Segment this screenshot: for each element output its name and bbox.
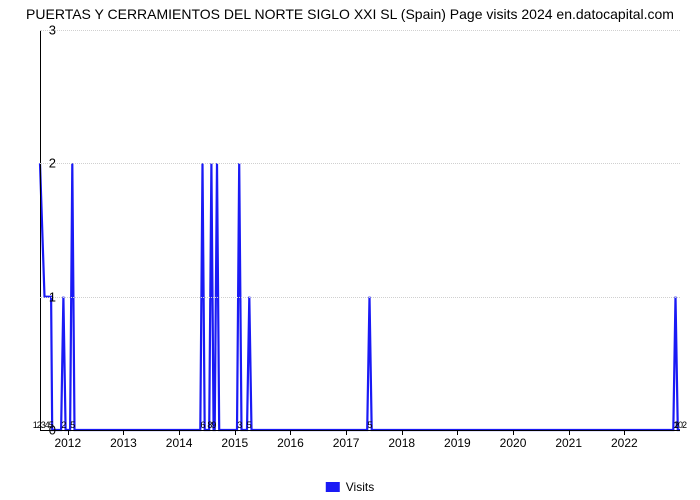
x-minor-label: 5 bbox=[247, 420, 251, 430]
legend-swatch bbox=[326, 482, 340, 492]
x-minor-label: 202 bbox=[674, 420, 686, 430]
chart-title: PUERTAS Y CERRAMIENTOS DEL NORTE SIGLO X… bbox=[26, 6, 674, 22]
y-axis-line bbox=[40, 30, 41, 430]
x-tick-mark bbox=[290, 430, 291, 435]
y-tick-label: 1 bbox=[49, 289, 56, 304]
x-tick-mark bbox=[123, 430, 124, 435]
x-tick-label: 2022 bbox=[611, 436, 638, 450]
x-tick-mark bbox=[346, 430, 347, 435]
x-tick-mark bbox=[235, 430, 236, 435]
y-tick-label: 3 bbox=[49, 23, 56, 38]
grid-line bbox=[40, 163, 680, 164]
legend-label: Visits bbox=[346, 480, 374, 494]
line-series bbox=[40, 30, 680, 430]
y-tick-label: 2 bbox=[49, 156, 56, 171]
x-tick-label: 2019 bbox=[444, 436, 471, 450]
x-tick-label: 2015 bbox=[221, 436, 248, 450]
x-tick-mark bbox=[179, 430, 180, 435]
x-minor-label: 2 bbox=[61, 420, 65, 430]
x-tick-label: 2021 bbox=[555, 436, 582, 450]
x-tick-label: 2017 bbox=[333, 436, 360, 450]
x-tick-label: 2014 bbox=[166, 436, 193, 450]
x-minor-label: 5 bbox=[367, 420, 371, 430]
x-tick-label: 2016 bbox=[277, 436, 304, 450]
x-tick-label: 2013 bbox=[110, 436, 137, 450]
x-tick-mark bbox=[624, 430, 625, 435]
x-tick-label: 2018 bbox=[388, 436, 415, 450]
x-axis-line bbox=[40, 430, 680, 431]
x-tick-label: 2020 bbox=[500, 436, 527, 450]
x-tick-mark bbox=[569, 430, 570, 435]
x-tick-mark bbox=[402, 430, 403, 435]
plot-area bbox=[40, 30, 680, 430]
x-tick-mark bbox=[513, 430, 514, 435]
x-minor-label: 89 bbox=[207, 420, 215, 430]
x-minor-label: 5 bbox=[70, 420, 74, 430]
legend: Visits bbox=[326, 480, 374, 494]
x-tick-mark bbox=[457, 430, 458, 435]
x-tick-mark bbox=[68, 430, 69, 435]
x-minor-label: 3 bbox=[237, 420, 241, 430]
x-tick-label: 2012 bbox=[54, 436, 81, 450]
grid-line bbox=[40, 297, 680, 298]
x-minor-label: 12345 bbox=[33, 420, 53, 430]
grid-line bbox=[40, 30, 680, 31]
x-minor-label: 6 bbox=[200, 420, 204, 430]
